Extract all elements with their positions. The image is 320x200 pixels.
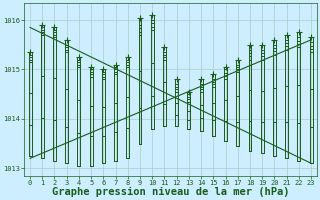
X-axis label: Graphe pression niveau de la mer (hPa): Graphe pression niveau de la mer (hPa)	[52, 187, 289, 197]
